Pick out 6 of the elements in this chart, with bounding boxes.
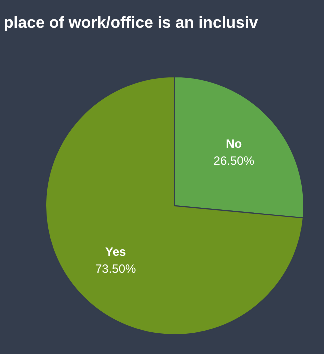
data-label: 26.50% bbox=[214, 154, 255, 168]
slice-label: No bbox=[226, 137, 242, 152]
chart-title: place of work/office is an inclusiv bbox=[4, 15, 258, 32]
slice-label: Yes bbox=[105, 244, 127, 259]
pie-slice bbox=[46, 76, 304, 336]
data-label: 73.50% bbox=[95, 262, 137, 276]
